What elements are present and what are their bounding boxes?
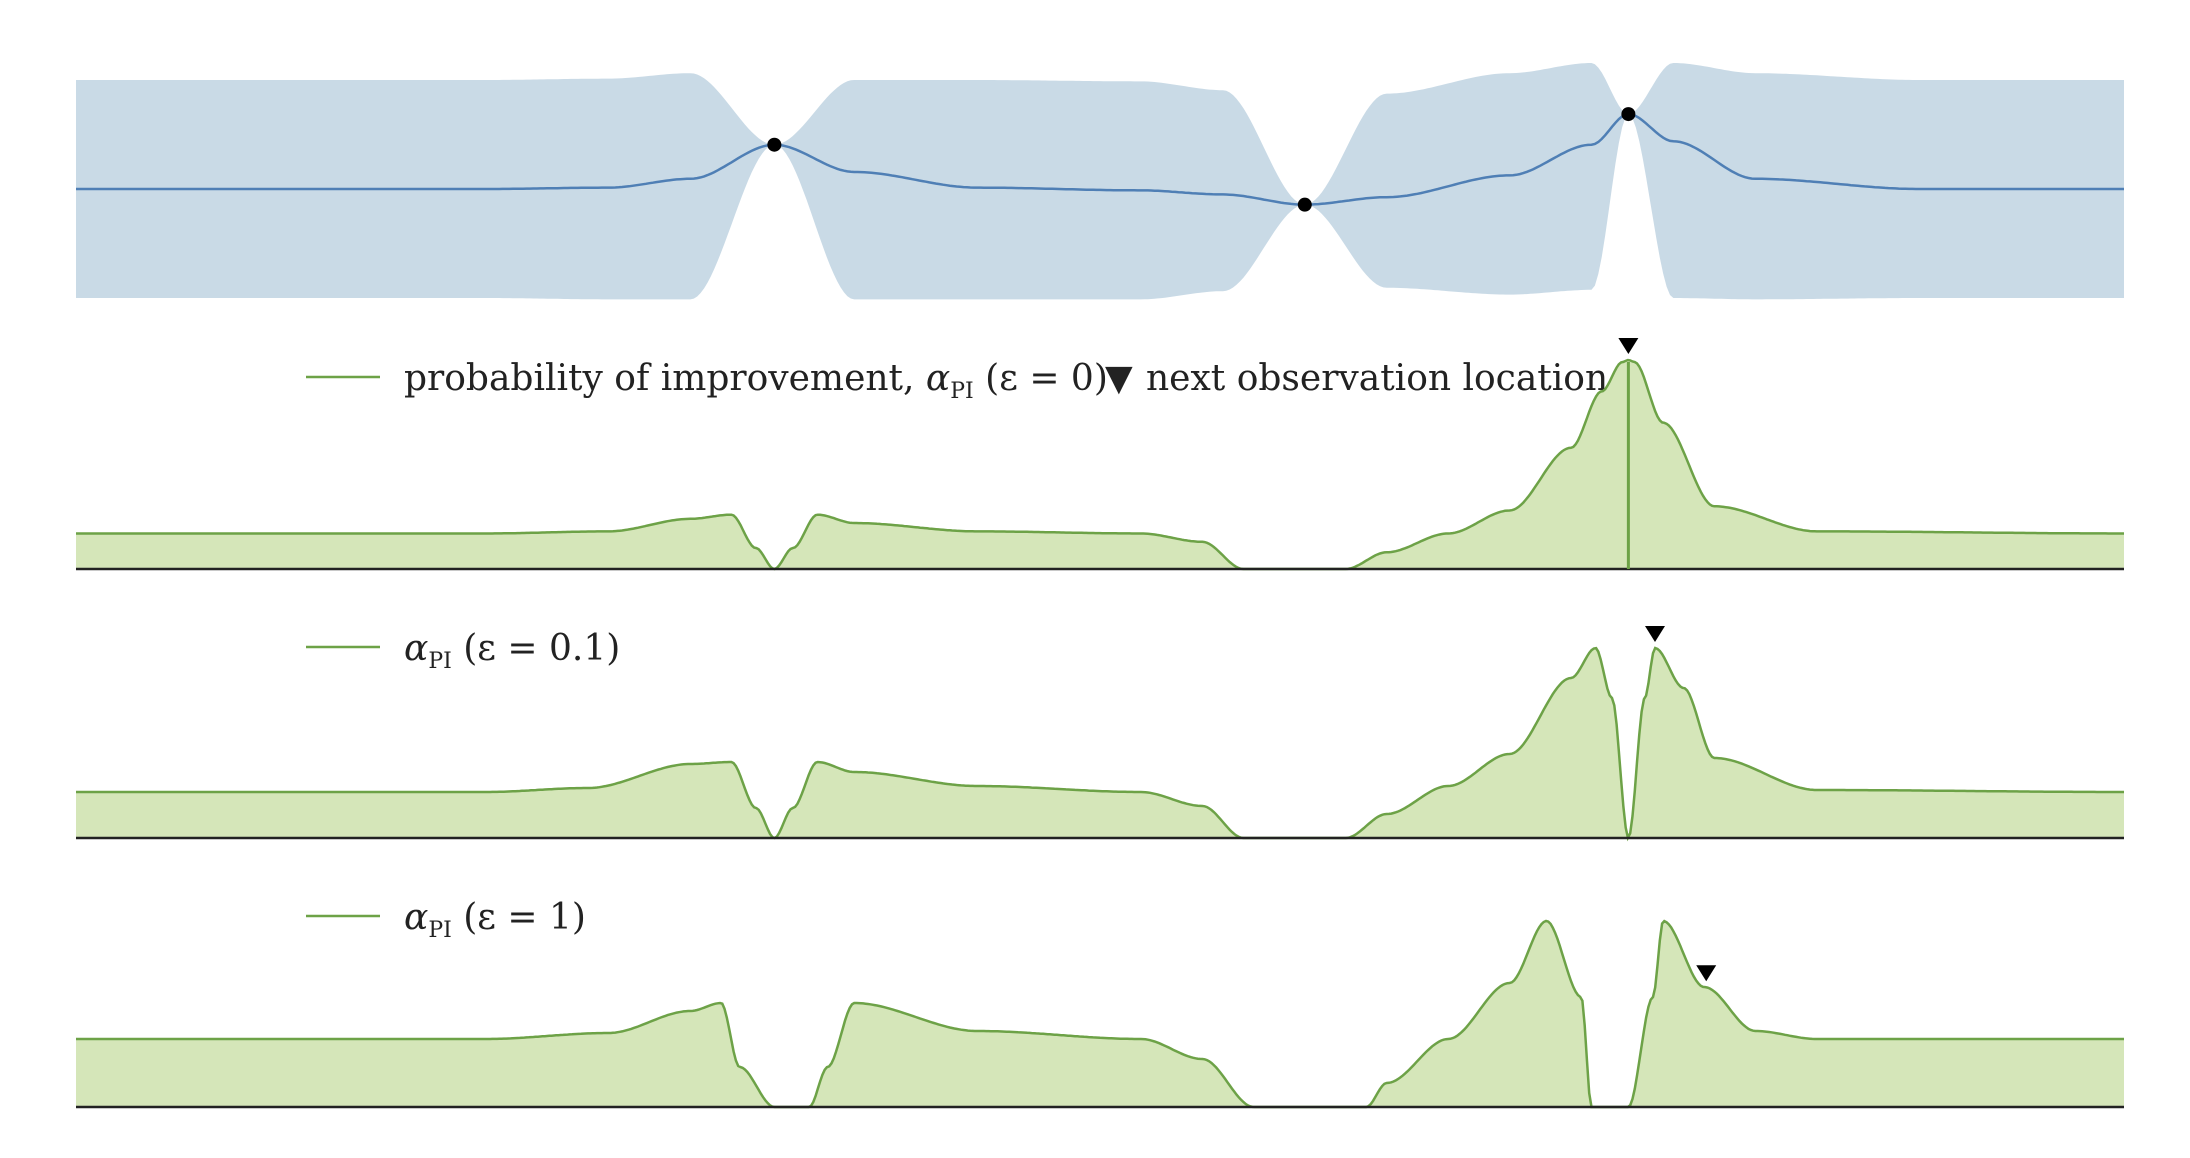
observations-group	[767, 107, 1636, 212]
next-observation-marker-icon: ▼	[1105, 358, 1133, 399]
legend-pi-eps-0: probability of improvement, αPI (ε = 0)	[306, 358, 1108, 404]
legend-label-pi-eps-1: αPI (ε = 1)	[404, 897, 586, 943]
pi-eps-0-line	[76, 358, 2124, 571]
legend-label-pi-eps-0.1: αPI (ε = 0.1)	[404, 628, 620, 674]
pi-eps-0-panel: probability of improvement, αPI (ε = 0) …	[76, 338, 2124, 571]
pi-eps-0.1-area	[76, 648, 2124, 838]
pi-eps-1-panel: αPI (ε = 1)	[76, 897, 2124, 1109]
pi-eps-0-next-observation-marker	[1618, 338, 1639, 354]
legend-pi-eps-1: αPI (ε = 1)	[306, 897, 586, 943]
gp-credible-band	[76, 63, 2124, 300]
pi-eps-0-area	[76, 360, 2124, 569]
legend-label-pi-eps-0: probability of improvement, αPI (ε = 0)	[404, 358, 1108, 404]
observation-point-1	[767, 137, 782, 152]
observation-point-2	[1297, 197, 1312, 212]
pi-eps-1-next-observation-marker	[1696, 965, 1717, 982]
gp-mean-line	[76, 112, 2124, 206]
pi-eps-0.1-next-observation-marker	[1645, 626, 1666, 642]
observation-point-3	[1621, 107, 1636, 122]
pi-eps-1-line	[76, 919, 2124, 1109]
pi-eps-0.1-line	[76, 646, 2124, 842]
pi-eps-0.1-panel: αPI (ε = 0.1)	[76, 626, 2124, 842]
pi-eps-1-area	[76, 921, 2124, 1107]
gp-posterior-panel	[76, 63, 2124, 300]
legend-label-next-observation: next observation location	[1146, 358, 1608, 399]
legend-next-observation: ▼ next observation location	[1105, 358, 1608, 399]
legend-pi-eps-0.1: αPI (ε = 0.1)	[306, 628, 620, 674]
